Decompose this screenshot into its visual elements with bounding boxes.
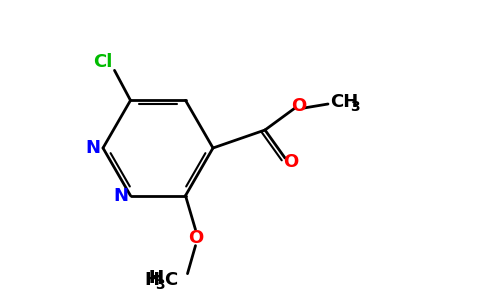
Text: N: N <box>86 139 101 157</box>
Text: Cl: Cl <box>93 53 112 71</box>
Text: 3: 3 <box>155 278 164 292</box>
Text: H: H <box>144 271 159 289</box>
Text: C: C <box>164 271 177 289</box>
Text: O: O <box>188 229 203 247</box>
Text: CH: CH <box>330 93 358 111</box>
Text: H: H <box>149 268 164 286</box>
Text: H: H <box>149 268 164 286</box>
Text: O: O <box>291 97 307 115</box>
Text: N: N <box>113 187 128 205</box>
Text: 3: 3 <box>350 100 360 114</box>
Text: O: O <box>283 153 299 171</box>
